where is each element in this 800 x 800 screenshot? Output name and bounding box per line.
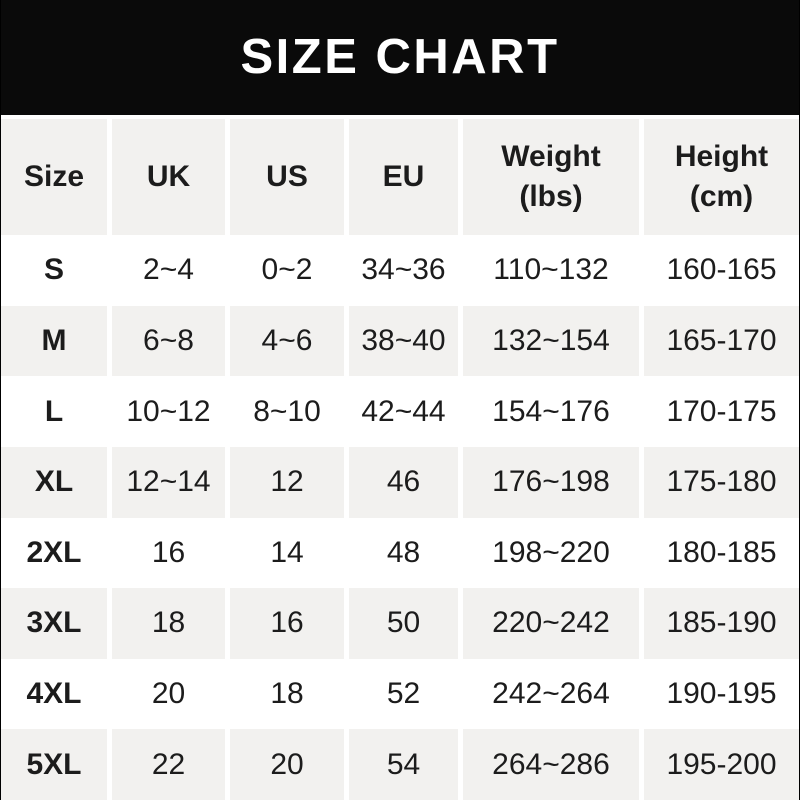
cell-weight: 264~286 (463, 729, 639, 800)
cell-height: 195-200 (644, 729, 799, 800)
cell-uk: 22 (112, 729, 225, 800)
table-row-l: L 10~12 8~10 42~44 154~176 170-175 (1, 376, 799, 447)
cell-size: 3XL (1, 588, 107, 659)
column-header-size: Size (1, 119, 107, 235)
cell-weight: 198~220 (492, 535, 610, 569)
cell-eu: 38~40 (349, 305, 458, 377)
column-header-weight: Weight (lbs) (463, 119, 639, 235)
table-row-xl: XL 12~14 12 46 176~198 175-180 (1, 446, 799, 518)
cell-eu: 48 (386, 535, 421, 569)
cell-uk: 6~8 (112, 305, 225, 377)
cell-height: 165-170 (644, 305, 799, 377)
table-header-row: Size UK US EU Weight (lbs) Height (cm) (1, 119, 799, 235)
cell-weight: 176~198 (463, 446, 639, 518)
table-row-3xl: 3XL 18 16 50 220~242 185-190 (1, 588, 799, 659)
cell-eu: 54 (349, 729, 458, 800)
cell-uk: 20 (151, 677, 186, 711)
cell-size: 4XL (26, 677, 82, 711)
cell-size: S (43, 253, 64, 287)
cell-us: 18 (270, 677, 304, 711)
column-header-label: Size (23, 160, 85, 193)
cell-height: 180-185 (666, 535, 777, 569)
column-header-unit: (lbs) (519, 180, 583, 213)
table-row-5xl: 5XL 22 20 54 264~286 195-200 (1, 729, 799, 800)
column-header-label: EU (382, 160, 425, 193)
column-header-label: US (266, 160, 308, 193)
cell-eu: 50 (349, 588, 458, 659)
cell-height: 160-165 (666, 253, 777, 287)
table-row-m: M 6~8 4~6 38~40 132~154 165-170 (1, 305, 799, 377)
table-body: S 2~4 0~2 34~36 110~132 160-165 M 6~8 4~… (1, 235, 799, 800)
cell-us: 4~6 (230, 305, 344, 377)
cell-us: 14 (270, 535, 304, 569)
cell-size: 5XL (1, 729, 107, 800)
cell-us: 8~10 (253, 394, 321, 428)
cell-weight: 220~242 (463, 588, 639, 659)
cell-size: 2XL (26, 535, 82, 569)
column-header-label: Weight (501, 140, 601, 173)
table-row-2xl: 2XL 16 14 48 198~220 180-185 (1, 517, 799, 589)
cell-weight: 110~132 (493, 253, 609, 287)
table-row-4xl: 4XL 20 18 52 242~264 190-195 (1, 658, 799, 730)
column-header-label: Height (674, 140, 769, 173)
cell-us: 0~2 (261, 253, 313, 287)
banner-divider (1, 115, 799, 119)
cell-height: 185-190 (644, 588, 799, 659)
cell-uk: 16 (151, 535, 186, 569)
cell-height: 175-180 (644, 446, 799, 518)
column-header-uk: UK (112, 119, 225, 235)
cell-weight: 132~154 (463, 305, 639, 377)
cell-eu: 34~36 (361, 253, 446, 287)
column-header-height: Height (cm) (644, 119, 799, 235)
cell-weight: 154~176 (492, 394, 610, 428)
cell-size: XL (1, 446, 107, 518)
cell-uk: 2~4 (143, 253, 194, 287)
cell-us: 16 (230, 588, 344, 659)
column-header-us: US (230, 119, 344, 235)
cell-uk: 18 (112, 588, 225, 659)
title-banner: SIZE CHART (1, 0, 799, 115)
page-title: SIZE CHART (240, 30, 560, 84)
cell-height: 190-195 (666, 677, 777, 711)
cell-size: M (1, 305, 107, 377)
cell-eu: 52 (386, 677, 421, 711)
cell-eu: 46 (349, 446, 458, 518)
cell-weight: 242~264 (492, 677, 610, 711)
column-header-unit: (cm) (689, 180, 754, 213)
cell-uk: 12~14 (112, 446, 225, 518)
cell-uk: 10~12 (126, 394, 211, 428)
cell-size: L (44, 394, 64, 428)
column-header-label: UK (146, 160, 191, 193)
cell-height: 170-175 (666, 394, 777, 428)
column-header-eu: EU (349, 119, 458, 235)
cell-us: 20 (230, 729, 344, 800)
cell-eu: 42~44 (361, 394, 446, 428)
cell-us: 12 (230, 446, 344, 518)
table-row-s: S 2~4 0~2 34~36 110~132 160-165 (1, 235, 799, 306)
